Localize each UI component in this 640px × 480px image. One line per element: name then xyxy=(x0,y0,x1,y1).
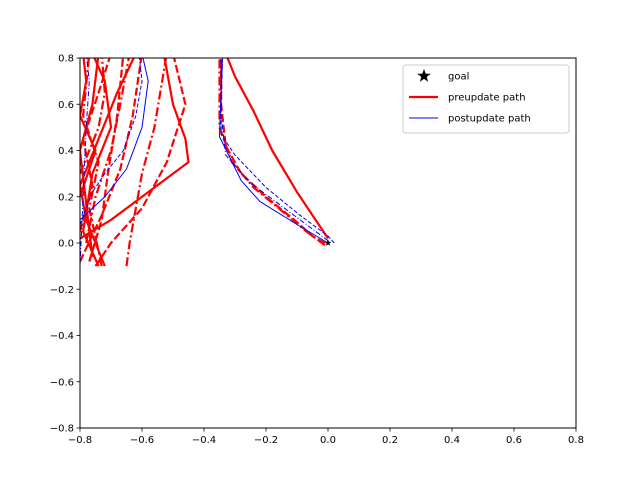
legend-box xyxy=(402,64,570,134)
y-tick-label: −0.8 xyxy=(50,424,74,435)
goal-marker xyxy=(324,239,332,246)
preupdate-path-0 xyxy=(226,58,329,240)
preupdate-path-7 xyxy=(94,58,187,267)
postupdate-path-3 xyxy=(220,58,335,244)
x-tick-label: −0.4 xyxy=(192,435,216,446)
legend-label: preupdate path xyxy=(448,93,526,104)
postupdate-path-5 xyxy=(219,58,329,244)
x-tick-label: −0.2 xyxy=(254,435,278,446)
postupdate-path-19 xyxy=(80,58,90,267)
y-tick-label: 0.0 xyxy=(58,239,74,250)
y-tick-label: −0.6 xyxy=(50,377,74,388)
legend: goal preupdate path postupdate path xyxy=(402,64,570,134)
goal-layer xyxy=(324,239,332,246)
preupdate-path-18 xyxy=(80,58,100,258)
preupdate-path-17 xyxy=(80,58,106,175)
series-layer xyxy=(80,58,335,267)
y-tick-label: 0.6 xyxy=(58,100,74,111)
postupdate-path-4 xyxy=(220,58,329,242)
preupdate-path-15 xyxy=(80,58,97,198)
x-axis: −0.8 −0.6 −0.4 −0.2 0.0 0.2 0.4 0.6 0.8 xyxy=(68,428,584,446)
legend-goal-icon xyxy=(417,69,431,82)
y-tick-label: −0.2 xyxy=(50,285,74,296)
preupdate-path-2 xyxy=(218,58,326,247)
postupdate-path-20 xyxy=(80,58,143,225)
legend-label: goal xyxy=(448,72,469,83)
y-tick-label: −0.4 xyxy=(50,331,74,342)
y-axis: −0.8 −0.6 −0.4 −0.2 0.0 0.2 0.4 0.6 0.8 xyxy=(50,54,80,435)
y-tick-label: 0.2 xyxy=(58,192,74,203)
preupdate-path-14 xyxy=(82,58,103,267)
x-tick-label: 0.4 xyxy=(444,435,460,446)
preupdate-path-8 xyxy=(125,58,168,267)
x-tick-label: −0.6 xyxy=(130,435,154,446)
x-tick-label: 0.0 xyxy=(320,435,336,446)
x-tick-label: 0.6 xyxy=(506,435,522,446)
x-tick-label: 0.8 xyxy=(568,435,584,446)
x-tick-label: −0.8 xyxy=(68,435,92,446)
postupdate-path-21 xyxy=(80,58,149,221)
y-tick-label: 0.8 xyxy=(58,54,74,65)
y-tick-label: 0.4 xyxy=(58,146,74,157)
preupdate-path-11 xyxy=(85,58,130,244)
legend-label: postupdate path xyxy=(448,114,531,125)
preupdate-path-6 xyxy=(80,58,190,240)
preupdate-path-16 xyxy=(88,58,125,262)
x-tick-label: 0.2 xyxy=(382,435,398,446)
